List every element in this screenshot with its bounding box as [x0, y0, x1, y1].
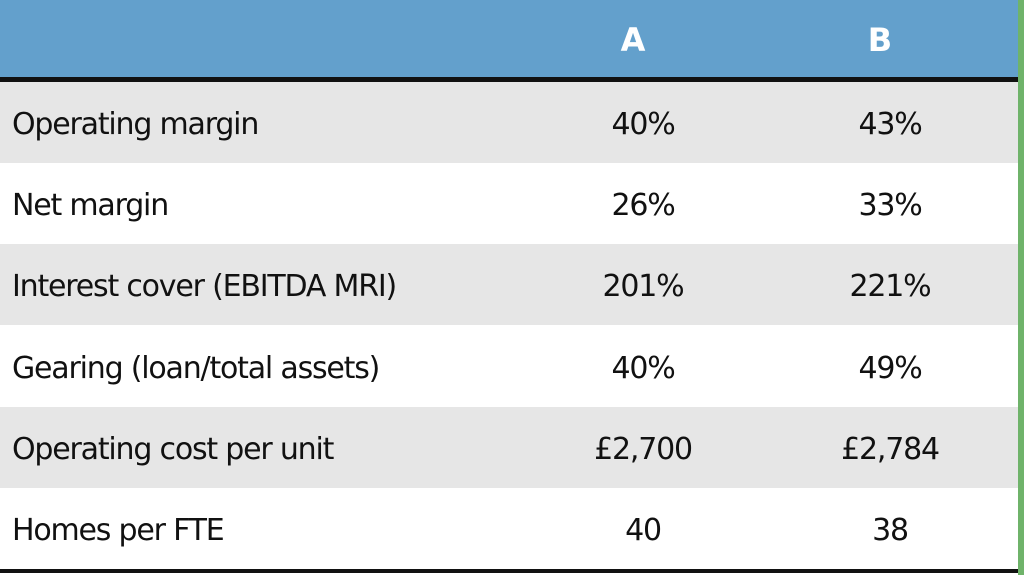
- row-label: Operating margin: [12, 107, 259, 142]
- table-row: Interest cover (EBITDA MRI) 201% 221%: [0, 244, 1018, 326]
- slide-edge: [1018, 0, 1024, 575]
- table-row: Homes per FTE 40 38: [0, 488, 1018, 569]
- table-row: Net margin 26% 33%: [0, 163, 1018, 244]
- cell-value: 40: [625, 513, 662, 548]
- cell-value: 38: [872, 513, 909, 548]
- table-row: Operating cost per unit £2,700 £2,784: [0, 406, 1018, 488]
- cell-value: 201%: [602, 269, 685, 305]
- row-label: Homes per FTE: [12, 513, 225, 548]
- cell-value: 33%: [858, 188, 922, 224]
- column-header: A: [620, 21, 646, 59]
- cell-value: £2,784: [841, 431, 940, 467]
- table-row: Gearing (loan/total assets) 40% 49%: [0, 326, 1018, 407]
- cell-value: 221%: [849, 269, 932, 305]
- cell-value: £2,700: [594, 431, 693, 467]
- cell-value: 43%: [858, 107, 922, 142]
- column-header: B: [867, 21, 893, 59]
- bottom-rule: [0, 569, 1018, 573]
- cell-value: 26%: [611, 188, 675, 224]
- table-row: Operating margin 40% 43%: [0, 82, 1018, 163]
- cell-value: 49%: [858, 350, 922, 386]
- cell-value: 40%: [611, 107, 675, 142]
- row-label: Net margin: [12, 188, 169, 224]
- row-label: Operating cost per unit: [12, 431, 334, 467]
- cell-value: 40%: [611, 350, 675, 386]
- row-label: Interest cover (EBITDA MRI): [12, 269, 397, 305]
- row-label: Gearing (loan/total assets): [12, 350, 380, 386]
- header-row: A B: [0, 0, 1018, 82]
